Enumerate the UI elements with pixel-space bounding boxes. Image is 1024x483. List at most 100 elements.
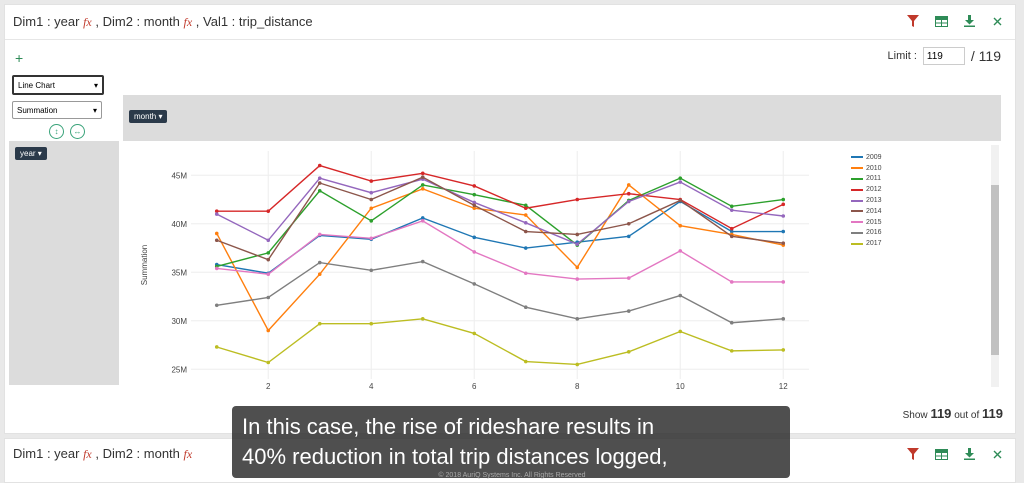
data-point-2011 [369,219,374,223]
data-point-2014 [523,229,528,234]
data-point-2014 [420,175,425,179]
data-point-2015 [266,272,271,277]
x-tick-label: 4 [369,382,374,389]
panel2-toolbar [905,446,1005,462]
data-point-2013 [523,220,528,225]
legend-item-2017[interactable]: 2017 [851,238,882,249]
data-point-2015 [420,219,425,223]
data-point-2011 [523,203,528,208]
download-icon[interactable] [961,446,977,462]
data-point-2014 [266,257,271,262]
fx-icon[interactable]: fx [183,447,193,461]
data-point-2010 [266,328,271,333]
data-point-2014 [781,241,786,245]
data-point-2012 [575,197,580,202]
legend-item-2014[interactable]: 2014 [851,206,882,217]
data-point-2013 [678,180,683,184]
legend-label: 2011 [866,175,882,183]
data-point-2017 [575,362,580,367]
data-point-2010 [575,265,580,270]
data-point-2013 [781,214,786,218]
chart-type-value: Line Chart [18,80,55,90]
swap-horizontal-icon[interactable]: ↔ [70,124,85,139]
data-point-2011 [266,251,271,255]
legend-item-2011[interactable]: 2011 [851,174,882,185]
data-point-2012 [420,171,425,176]
close-icon[interactable] [989,13,1005,29]
legend-item-2010[interactable]: 2010 [851,163,882,174]
data-point-2012 [523,206,528,211]
filter-icon[interactable] [905,13,921,29]
panel-title: Dim1 : year fx , Dim2 : month fx , Val1 … [13,14,313,30]
series-line-2013 [216,177,784,245]
fx-icon[interactable]: fx [183,15,193,29]
data-point-2009 [472,235,477,240]
row-drop-zone[interactable]: year ▾ [9,141,119,385]
title-dim1: Dim1 : year [13,14,84,29]
chart-type-select[interactable]: Line Chart ▾ [12,75,104,95]
data-point-2013 [369,190,374,195]
legend-label: 2009 [866,153,882,161]
data-point-2014 [626,221,631,226]
data-point-2012 [266,209,271,213]
legend-swatch [851,156,863,159]
data-point-2014 [472,203,477,208]
swap-vertical-icon[interactable]: ↕ [49,124,64,139]
close-icon[interactable] [989,446,1005,462]
column-chip-month[interactable]: month ▾ [129,110,168,123]
data-point-2009 [729,229,734,234]
legend-item-2012[interactable]: 2012 [851,184,882,195]
x-tick-label: 8 [575,382,580,389]
column-drop-zone[interactable]: month ▾ [123,95,1001,141]
column-chip-label: month [134,112,157,121]
data-point-2012 [626,191,631,196]
data-point-2015 [523,271,528,276]
caption-line-1: In this case, the rise of rideshare resu… [242,414,655,439]
data-point-2017 [266,360,271,365]
legend-item-2016[interactable]: 2016 [851,228,882,239]
data-point-2016 [420,259,425,264]
chart-scrollbar[interactable] [991,145,999,387]
data-point-2010 [369,206,374,211]
limit-input[interactable] [922,47,965,65]
legend-item-2015[interactable]: 2015 [851,217,882,228]
limit-label: Limit : [887,50,917,62]
y-tick-label: 30M [171,317,187,326]
fx-icon[interactable]: fx [83,15,92,29]
series-line-2012 [216,164,784,230]
data-point-2012 [729,226,734,231]
data-point-2012 [317,163,322,168]
add-button[interactable]: + [15,50,24,66]
data-point-2011 [317,188,322,193]
table-icon[interactable] [933,446,949,462]
legend-item-2009[interactable]: 2009 [851,152,882,163]
aggregation-value: Summation [17,105,58,115]
title-dim1: Dim1 : year [13,446,84,461]
title-dim2: , Dim2 : month [91,14,184,29]
data-point-2010 [214,231,219,236]
data-point-2015 [317,232,322,237]
data-point-2013 [472,200,477,205]
data-point-2017 [781,348,786,352]
legend-item-2013[interactable]: 2013 [851,195,882,206]
filter-icon[interactable] [905,446,921,462]
data-point-2009 [523,246,528,250]
legend-swatch [851,242,863,245]
data-point-2011 [420,183,425,187]
data-point-2015 [781,280,786,284]
scrollbar-thumb[interactable] [991,185,999,355]
row-chip-label: year [20,149,36,158]
data-point-2015 [472,250,477,254]
data-point-2009 [420,216,425,220]
aggregation-select[interactable]: Summation ▾ [12,101,102,119]
fx-icon[interactable]: fx [83,447,92,461]
download-icon[interactable] [961,13,977,29]
data-point-2013 [626,199,631,204]
data-point-2016 [575,317,580,321]
legend-swatch [851,221,863,224]
data-point-2017 [317,321,322,326]
data-point-2012 [214,209,219,213]
row-chip-year[interactable]: year ▾ [15,147,47,160]
table-icon[interactable] [933,13,949,29]
caption-line-2: 40% reduction in total trip distances lo… [242,444,668,469]
